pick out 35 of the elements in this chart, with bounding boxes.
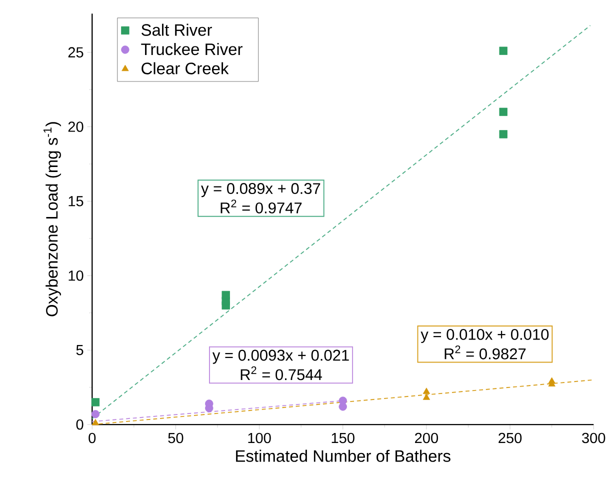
annotation: y = 0.089x + 0.37 [201, 183, 320, 198]
point [222, 290, 230, 300]
legend-label: Truckee River [141, 43, 242, 56]
point [499, 108, 508, 116]
point [91, 398, 100, 406]
annotation: R$^{2}$ = 0.9747 [220, 200, 302, 214]
y-tick-label: 15 [68, 196, 84, 206]
x-tick-label: 50 [168, 432, 184, 444]
x-tick-label: 300 [582, 432, 606, 444]
y-tick-label: 0 [76, 419, 84, 430]
legend-label: Clear Creek [142, 62, 229, 74]
annotation: R$^{2}$ = 0.9827 [444, 346, 526, 360]
point [548, 377, 556, 384]
legend-label: Salt River [142, 24, 212, 36]
x-tick-label: 200 [415, 432, 438, 444]
point [499, 130, 508, 138]
point [422, 388, 430, 394]
x-axis-title: Estimated Number of Bathers [236, 450, 450, 462]
point [422, 394, 430, 400]
y-tick-label: 25 [68, 47, 84, 58]
point [338, 396, 347, 405]
x-tick-label: 150 [332, 432, 354, 444]
point [91, 410, 100, 418]
annotation: R$^{2}$ = 0.7544 [240, 366, 322, 380]
y-tick-label: 20 [68, 122, 84, 132]
x-tick-label: 0 [88, 432, 96, 444]
annotation: y = 0.0093x + 0.021 [212, 350, 349, 364]
y-axis-title: Oxybenzone Load (mg s$^{-1}$) [44, 122, 61, 316]
y-tick-label: 10 [68, 270, 84, 281]
point [499, 46, 508, 56]
y-tick-label: 5 [76, 345, 84, 356]
x-tick-label: 250 [498, 432, 522, 444]
annotation: y = 0.010x + 0.010 [420, 329, 549, 344]
x-tick-label: 100 [248, 432, 271, 444]
point [92, 419, 100, 426]
